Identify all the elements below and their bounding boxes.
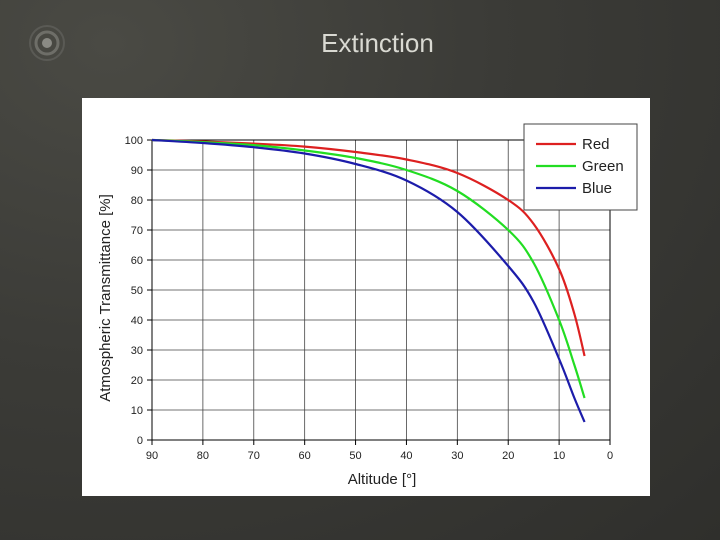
x-tick-label: 60 xyxy=(299,450,311,462)
y-tick-label: 0 xyxy=(137,435,143,447)
x-tick-label: 30 xyxy=(451,450,463,462)
series-line-green xyxy=(151,138,586,399)
y-tick-label: 40 xyxy=(131,315,143,327)
chart-panel: 90 80 70 60 50 40 30 20 10 0 0 10 20 30 40 50 60 70 80 90 10… xyxy=(82,98,650,496)
series-line-blue xyxy=(151,138,586,423)
slide-title: Extinction xyxy=(321,28,434,58)
y-tick-label: 70 xyxy=(131,225,143,237)
x-tick-label: 70 xyxy=(248,450,260,462)
legend-label-blue: Blue xyxy=(582,180,612,197)
ring-decoration-icon xyxy=(29,25,65,61)
y-tick-label: 50 xyxy=(131,285,143,297)
legend: Red Green Blue xyxy=(523,123,638,211)
y-tick-label: 60 xyxy=(131,255,143,267)
axis-ticks: 90 80 70 60 50 40 30 20 10 0010203040506070809010… xyxy=(125,135,613,462)
series-line-red xyxy=(151,138,586,357)
y-tick-label: 20 xyxy=(131,375,143,387)
x-tick-label: 10 xyxy=(553,450,565,462)
x-tick-label: 80 xyxy=(197,450,209,462)
series-lines xyxy=(151,138,586,423)
y-tick-label: 30 xyxy=(131,345,143,357)
x-tick-label: 20 xyxy=(502,450,514,462)
y-axis-label: Atmospheric Transmittance [%] xyxy=(97,194,114,402)
y-tick-label: 10 xyxy=(131,405,143,417)
legend-label-red: Red xyxy=(582,136,610,153)
x-axis-label: Altitude [°] xyxy=(348,471,417,488)
grid-lines xyxy=(152,140,610,440)
x-tick-label: 90 xyxy=(146,450,158,462)
legend-label-green: Green xyxy=(582,158,624,175)
x-tick-label: 0 xyxy=(607,450,613,462)
x-tick-label: 40 xyxy=(400,450,412,462)
y-tick-label: 100 xyxy=(125,135,143,147)
y-tick-label: 80 xyxy=(131,195,143,207)
transmittance-chart: 90 80 70 60 50 40 30 20 10 0010203040506070809010… xyxy=(97,123,638,488)
y-tick-label: 90 xyxy=(131,165,143,177)
x-tick-label: 50 xyxy=(349,450,361,462)
